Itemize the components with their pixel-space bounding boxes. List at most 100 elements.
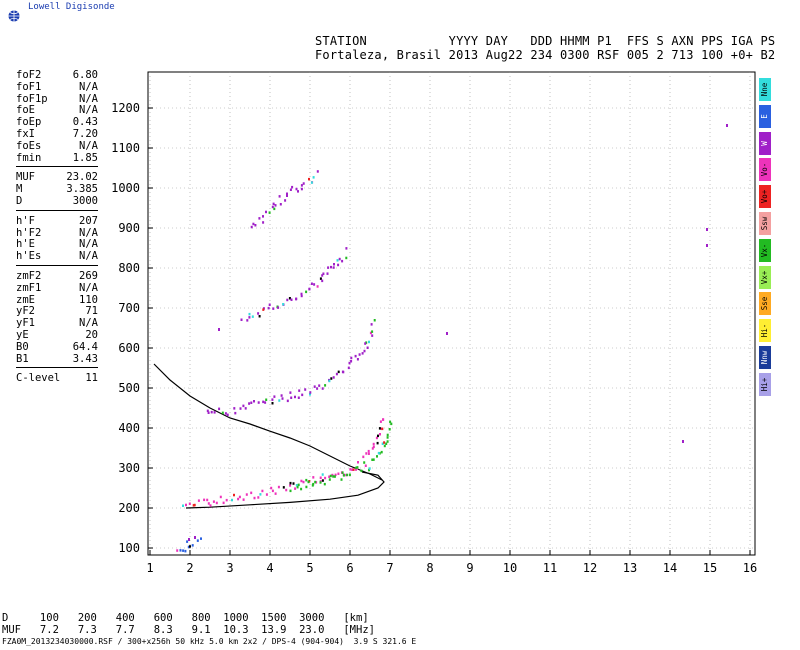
echo-point (322, 272, 325, 275)
echo-point (321, 479, 324, 482)
y-tick-label: 1200 (111, 101, 140, 115)
param-label: h'Es (16, 250, 42, 263)
echo-point (347, 366, 350, 370)
echo-point (319, 476, 322, 479)
echo-point (336, 259, 339, 262)
echo-point (333, 263, 335, 266)
param-value: 207 (79, 214, 98, 227)
legend-swatch: Vo- (759, 158, 771, 182)
echo-point (385, 442, 388, 445)
isolated-echo (188, 538, 190, 541)
legend-label: E (760, 114, 769, 119)
echo-point (262, 221, 265, 224)
echo-point (324, 384, 327, 387)
echo-point (186, 540, 189, 543)
muf-distance-row: D 100 200 400 600 800 1000 1500 3000 [km… (2, 612, 369, 624)
x-tick-label: 14 (663, 561, 677, 575)
echo-point (240, 318, 243, 321)
legend-label: Hi- (760, 323, 769, 338)
echo-point (250, 491, 253, 495)
echo-point (213, 411, 216, 414)
echo-point (357, 461, 359, 464)
legend-swatch: Hi- (759, 319, 771, 343)
y-tick-label: 1100 (111, 141, 140, 155)
echo-point (361, 352, 364, 355)
echo-point (381, 427, 384, 431)
param-value: 3.385 (66, 183, 98, 196)
echo-point (302, 480, 305, 484)
echo-point (252, 222, 255, 226)
echo-point (284, 199, 287, 202)
echo-point (271, 402, 274, 405)
echo-point (244, 407, 247, 410)
echo-point (304, 388, 307, 391)
echo-point (372, 458, 375, 461)
echo-point (332, 266, 335, 269)
echo-point (390, 422, 393, 426)
echo-point (182, 504, 184, 507)
echo-point (380, 450, 383, 454)
param-label: h'E (16, 238, 35, 251)
param-row: foE N/A (16, 105, 98, 117)
echo-point (253, 496, 256, 500)
echo-point (185, 503, 187, 507)
param-row: h'Es N/A (16, 250, 98, 263)
param-separator (16, 264, 98, 268)
echo-point (246, 319, 249, 322)
echo-point (308, 177, 310, 181)
echo-point (309, 391, 312, 394)
echo-point (273, 207, 276, 211)
echo-point (289, 391, 292, 394)
echo-point (313, 385, 316, 388)
echo-point (285, 488, 288, 492)
param-label: B0 (16, 340, 29, 353)
echo-point (327, 266, 330, 269)
param-value: N/A (79, 238, 98, 251)
echo-point (295, 187, 298, 191)
echo-point (290, 298, 293, 301)
echo-point (372, 442, 375, 446)
echo-point (294, 395, 296, 399)
echo-point (328, 475, 331, 478)
echo-point (258, 217, 261, 220)
echo-point (233, 493, 235, 497)
param-value: 1.85 (72, 151, 98, 164)
echo-point (330, 377, 333, 380)
x-tick-label: 15 (703, 561, 717, 575)
legend-swatch: Vo+ (759, 185, 771, 209)
echo-point (222, 501, 225, 505)
param-value: 64.4 (72, 340, 98, 353)
echo-point (351, 468, 354, 471)
y-tick-label: 300 (118, 461, 140, 475)
echo-point (346, 473, 349, 477)
echo-point (328, 478, 331, 481)
echo-point (324, 476, 327, 480)
echo-point (215, 501, 218, 505)
echo-point (363, 349, 366, 353)
param-label: C-level (16, 372, 61, 385)
echo-point (345, 256, 348, 260)
echo-point (271, 489, 274, 493)
echo-point (233, 407, 236, 410)
echo-point (319, 277, 322, 280)
echo-point (373, 319, 376, 322)
isolated-echo (726, 124, 728, 127)
echo-point (354, 354, 357, 358)
param-row: foF2 6.80 (16, 69, 98, 82)
echo-point (206, 498, 209, 502)
legend-label: Sse (760, 297, 769, 311)
plot-frame (147, 71, 756, 556)
echo-point (253, 400, 255, 403)
param-separator (16, 367, 98, 370)
echo-point (316, 170, 319, 173)
echo-point (176, 549, 179, 552)
legend-swatch: W (759, 131, 771, 155)
param-label: foF2 (16, 69, 42, 81)
param-value: N/A (79, 80, 98, 93)
echo-point (274, 492, 277, 495)
param-value: N/A (79, 250, 98, 263)
echo-point (312, 176, 315, 179)
echo-point (316, 387, 319, 390)
param-value: 110 (79, 293, 98, 306)
legend-label: Hi+ (760, 377, 769, 392)
